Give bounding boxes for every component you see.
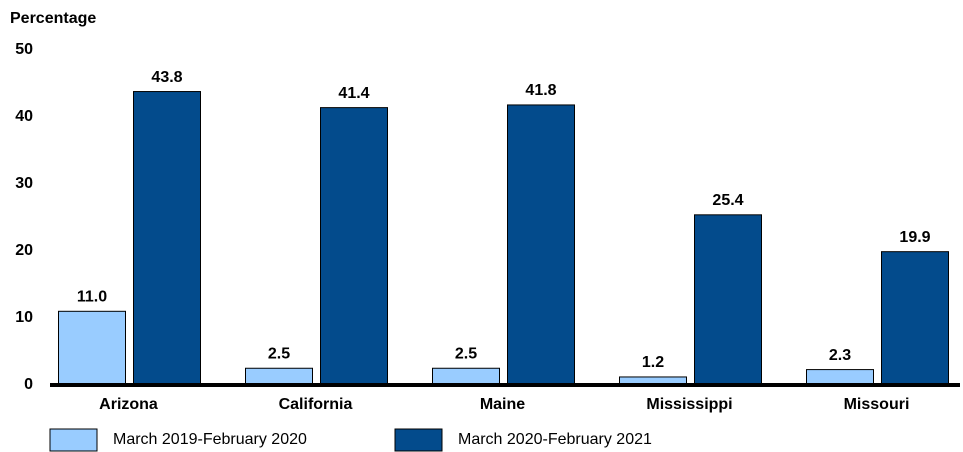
y-tick-label: 40: [15, 108, 33, 125]
bar: [58, 310, 126, 386]
legend-label: March 2019-February 2020: [113, 431, 307, 448]
legend-swatch: [394, 428, 443, 452]
value-label: 11.0: [77, 289, 107, 306]
y-tick-label: 30: [15, 175, 33, 192]
bar: [133, 91, 201, 386]
y-tick-label: 20: [15, 242, 33, 259]
y-axis-label: Percentage: [10, 10, 96, 27]
y-tick-label: 50: [15, 41, 33, 58]
bar: [432, 367, 500, 386]
value-label: 25.4: [712, 192, 743, 209]
x-tick-label: Mississippi: [646, 396, 732, 413]
x-tick-label: Maine: [480, 396, 525, 413]
value-label: 2.3: [829, 347, 851, 364]
x-tick-label: Arizona: [99, 396, 158, 413]
bar: [806, 369, 874, 386]
x-tick-label: Missouri: [844, 396, 910, 413]
x-tick-label: California: [279, 396, 353, 413]
y-tick-label: 0: [24, 376, 33, 393]
bar: [694, 214, 762, 386]
value-label: 41.4: [338, 85, 369, 102]
value-label: 1.2: [642, 354, 664, 371]
bar: [320, 107, 388, 386]
y-tick-label: 10: [15, 309, 33, 326]
bar: [507, 104, 575, 386]
value-label: 2.5: [455, 345, 477, 362]
legend-label: March 2020-February 2021: [458, 431, 652, 448]
value-label: 41.8: [525, 82, 556, 99]
value-label: 19.9: [899, 229, 930, 246]
legend-swatch: [49, 428, 98, 452]
value-label: 43.8: [151, 69, 182, 86]
bar: [881, 251, 949, 386]
bar: [245, 367, 313, 386]
value-label: 2.5: [268, 345, 290, 362]
